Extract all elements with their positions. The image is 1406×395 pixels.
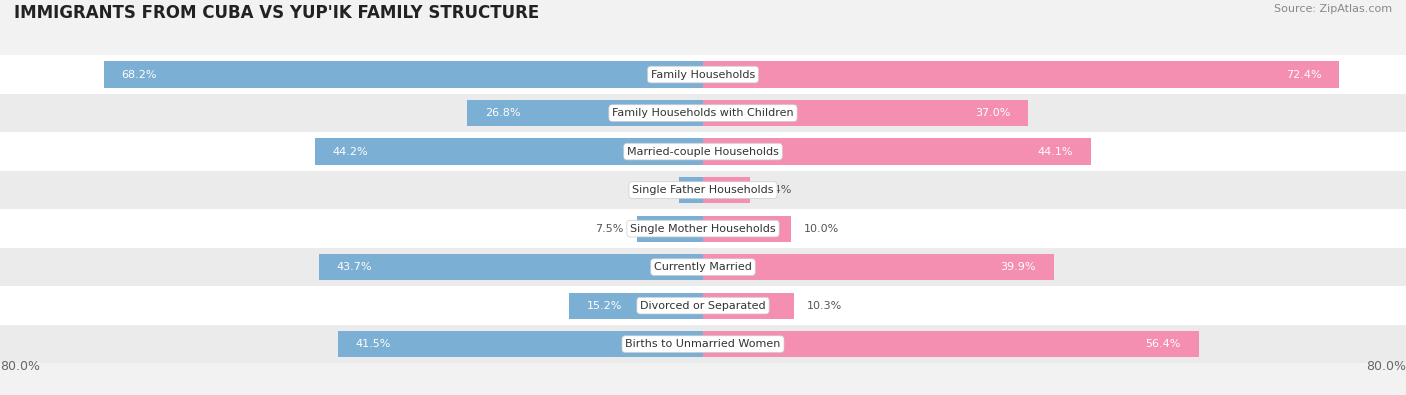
Text: 7.5%: 7.5%	[596, 224, 624, 233]
Bar	[467, 100, 703, 126]
Text: IMMIGRANTS FROM CUBA VS YUP'IK FAMILY STRUCTURE: IMMIGRANTS FROM CUBA VS YUP'IK FAMILY ST…	[14, 4, 540, 22]
Bar	[319, 254, 703, 280]
Text: 72.4%: 72.4%	[1286, 70, 1322, 79]
Bar	[679, 177, 703, 203]
Bar	[703, 331, 1198, 357]
Text: 43.7%: 43.7%	[336, 262, 373, 272]
Text: Source: ZipAtlas.com: Source: ZipAtlas.com	[1274, 4, 1392, 14]
Text: Married-couple Households: Married-couple Households	[627, 147, 779, 156]
Bar	[0, 132, 1406, 171]
Text: Births to Unmarried Women: Births to Unmarried Women	[626, 339, 780, 349]
Text: 2.7%: 2.7%	[637, 185, 666, 195]
Text: Family Households with Children: Family Households with Children	[612, 108, 794, 118]
Text: Family Households: Family Households	[651, 70, 755, 79]
Bar	[703, 100, 1028, 126]
Text: 44.1%: 44.1%	[1038, 147, 1073, 156]
Text: 44.2%: 44.2%	[332, 147, 368, 156]
Bar	[703, 293, 793, 319]
Bar	[0, 94, 1406, 132]
Bar	[637, 216, 703, 242]
Bar	[703, 62, 1340, 88]
Text: 80.0%: 80.0%	[0, 360, 39, 373]
Bar	[703, 139, 1091, 165]
Text: 68.2%: 68.2%	[121, 70, 156, 79]
Text: 37.0%: 37.0%	[976, 108, 1011, 118]
Bar	[703, 177, 751, 203]
Text: 10.3%: 10.3%	[807, 301, 842, 310]
Bar	[703, 254, 1053, 280]
Bar	[0, 171, 1406, 209]
Bar	[0, 248, 1406, 286]
Text: 56.4%: 56.4%	[1146, 339, 1181, 349]
Bar	[315, 139, 703, 165]
Bar	[0, 286, 1406, 325]
Text: 41.5%: 41.5%	[356, 339, 391, 349]
Bar	[104, 62, 703, 88]
Bar	[703, 216, 790, 242]
Text: 10.0%: 10.0%	[804, 224, 839, 233]
Bar	[0, 325, 1406, 363]
Text: Single Father Households: Single Father Households	[633, 185, 773, 195]
Text: 5.4%: 5.4%	[763, 185, 792, 195]
Bar	[0, 55, 1406, 94]
Bar	[339, 331, 703, 357]
Bar	[0, 209, 1406, 248]
Text: 15.2%: 15.2%	[588, 301, 623, 310]
Text: Currently Married: Currently Married	[654, 262, 752, 272]
Text: 39.9%: 39.9%	[1001, 262, 1036, 272]
Bar	[569, 293, 703, 319]
Text: 26.8%: 26.8%	[485, 108, 520, 118]
Text: Single Mother Households: Single Mother Households	[630, 224, 776, 233]
Text: Divorced or Separated: Divorced or Separated	[640, 301, 766, 310]
Text: 80.0%: 80.0%	[1367, 360, 1406, 373]
